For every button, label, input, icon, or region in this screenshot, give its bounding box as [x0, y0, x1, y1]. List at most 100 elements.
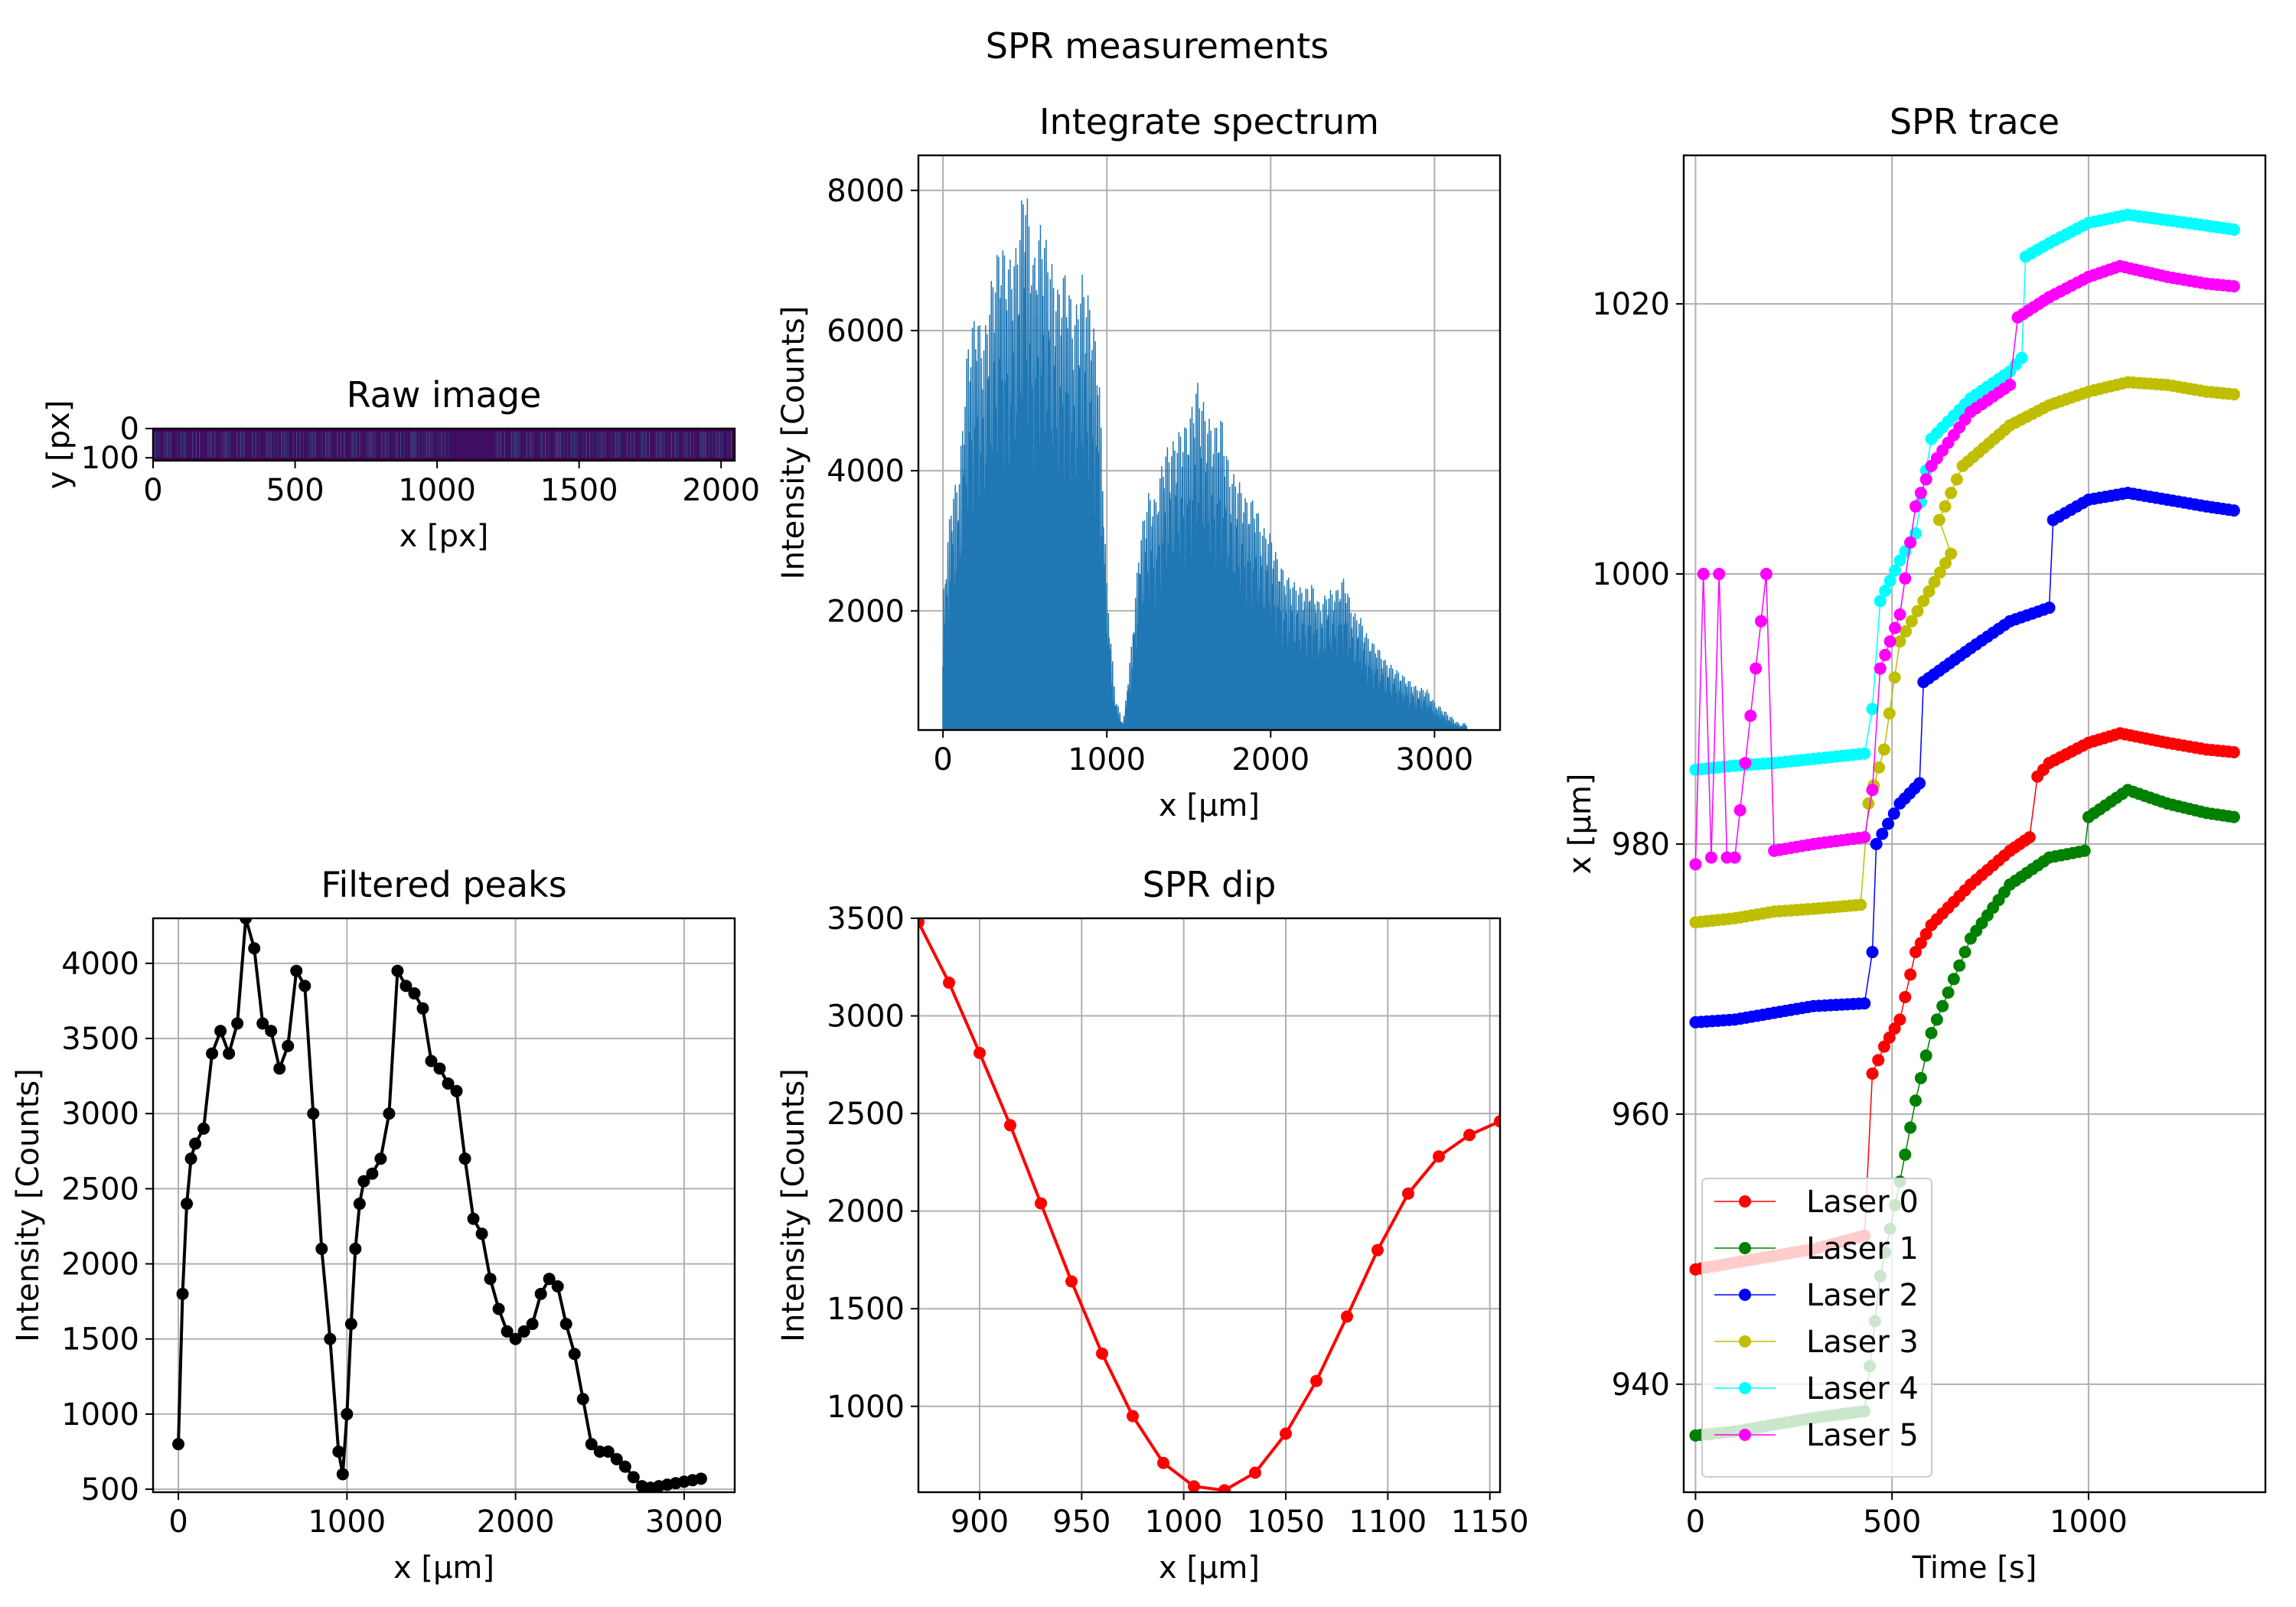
heatmap-cell [441, 431, 442, 458]
y-tick-label: 2000 [827, 594, 905, 629]
heatmap-cell [621, 431, 623, 458]
heatmap-cell [252, 431, 253, 458]
trace-point-laser-4 [1883, 574, 1896, 587]
trace-point-laser-4 [1874, 595, 1887, 608]
peaks-point [467, 1212, 480, 1225]
heatmap-cell [562, 431, 563, 458]
y-tick-label: 4000 [827, 454, 905, 489]
trace-point-laser-3 [2227, 388, 2240, 401]
x-tick-label: 500 [266, 473, 324, 508]
x-axis-label: x [μm] [1159, 788, 1260, 823]
chart-trace: Laser 0 Laser 1 Laser 2 Laser 3 Laser 4 Laser… [1563, 101, 2267, 1586]
heatmap-cell [555, 431, 556, 458]
x-tick-label: 3000 [645, 1504, 723, 1540]
trace-point-laser-1 [1899, 1148, 1912, 1161]
peaks-point [184, 1152, 197, 1165]
x-axis-label: x [μm] [1159, 1550, 1260, 1586]
legend-swatch-marker [1739, 1289, 1751, 1301]
heatmap-cell [587, 431, 589, 458]
trace-point-laser-3 [1917, 595, 1930, 608]
trace-point-laser-5 [2004, 378, 2017, 391]
heatmap-cell [471, 431, 473, 458]
trace-point-laser-3 [1939, 556, 1952, 569]
peaks-point [181, 1198, 194, 1211]
y-tick-label: 1020 [1592, 287, 1670, 322]
legend-label: Laser 2 [1806, 1278, 1919, 1313]
trace-point-laser-0 [1914, 937, 1927, 950]
legend-label: Laser 1 [1806, 1231, 1919, 1266]
peaks-point [526, 1318, 539, 1331]
heatmap-cell [570, 431, 572, 458]
heatmap-cell [452, 431, 455, 458]
heatmap-cell [579, 431, 580, 458]
heatmap-cell [279, 431, 280, 458]
heatmap-cell [327, 431, 328, 458]
heatmap-cell [384, 431, 386, 458]
peaks-point [551, 1280, 564, 1293]
chart-title: Raw image [347, 374, 542, 416]
heatmap-cell [345, 431, 347, 458]
heatmap-cell [502, 431, 504, 458]
heatmap-cell [541, 431, 543, 458]
trace-point-laser-3 [1950, 473, 1963, 486]
legend-swatch-marker [1739, 1195, 1751, 1208]
heatmap-cell [256, 431, 259, 458]
heatmap-cell [623, 431, 625, 458]
heatmap-cell [674, 431, 676, 458]
legend-box [1701, 1178, 1932, 1478]
heatmap-cell [377, 431, 380, 458]
y-tick-label: 3000 [61, 1097, 139, 1132]
heatmap-cell [492, 431, 494, 458]
peaks-point [336, 1468, 349, 1481]
dip-point [1065, 1275, 1078, 1288]
y-axis-label: Intensity [Counts] [776, 1068, 811, 1342]
trace-point-laser-0 [1899, 990, 1912, 1003]
trace-point-laser-3 [1854, 898, 1867, 911]
x-tick-label: 0 [168, 1504, 188, 1540]
peaks-point [290, 964, 303, 977]
heatmap-cell [552, 431, 553, 458]
x-axis-label: x [μm] [393, 1550, 494, 1586]
chart-dip: 900 950 1000 1050 1100 1150 1000 1500 2000 2500 30… [776, 864, 1529, 1586]
heatmap-cell [599, 431, 601, 458]
y-tick-label: 3500 [61, 1022, 139, 1057]
heatmap-cell [660, 431, 662, 458]
dip-point [1463, 1129, 1476, 1142]
heatmap-cell [591, 431, 592, 458]
x-tick-label: 0 [1686, 1504, 1705, 1540]
trace-point-laser-1 [2227, 810, 2240, 823]
heatmap-cell [693, 431, 695, 458]
trace-point-laser-3 [1888, 671, 1901, 684]
trace-point-laser-3 [1877, 743, 1890, 756]
heatmap-cell [585, 431, 587, 458]
heatmap-cell [221, 431, 223, 458]
plot-area-raw [153, 429, 735, 461]
heatmap-cell [338, 431, 340, 458]
heatmap-cell [701, 431, 703, 458]
peaks-point [248, 942, 261, 955]
heatmap-cell [371, 431, 373, 458]
peaks-point [307, 1107, 320, 1120]
dip-point [1096, 1347, 1108, 1360]
heatmap-cell [267, 431, 269, 458]
heatmap-cell [277, 431, 279, 458]
trace-point-laser-3 [1893, 635, 1906, 648]
trace-point-laser-3 [1911, 605, 1924, 618]
heatmap-cell [434, 431, 435, 458]
heatmap-cell [684, 431, 686, 458]
heatmap-cell [655, 431, 657, 458]
trace-point-laser-2 [1870, 837, 1883, 850]
y-tick-label: 1000 [1592, 557, 1670, 592]
heatmap-cell [321, 431, 323, 458]
peaks-point [273, 1062, 286, 1075]
heatmap-cell [210, 431, 212, 458]
heatmap-cell [730, 431, 732, 458]
heatmap-cell [412, 431, 413, 458]
peaks-point [585, 1438, 598, 1451]
x-tick-label: 2000 [682, 473, 760, 508]
heatmap-cell [580, 431, 582, 458]
heatmap-cell [463, 431, 465, 458]
trace-point-laser-1 [1953, 959, 1966, 972]
plot-area-peaks [172, 918, 707, 1492]
trace-point-laser-1 [1942, 986, 1955, 999]
